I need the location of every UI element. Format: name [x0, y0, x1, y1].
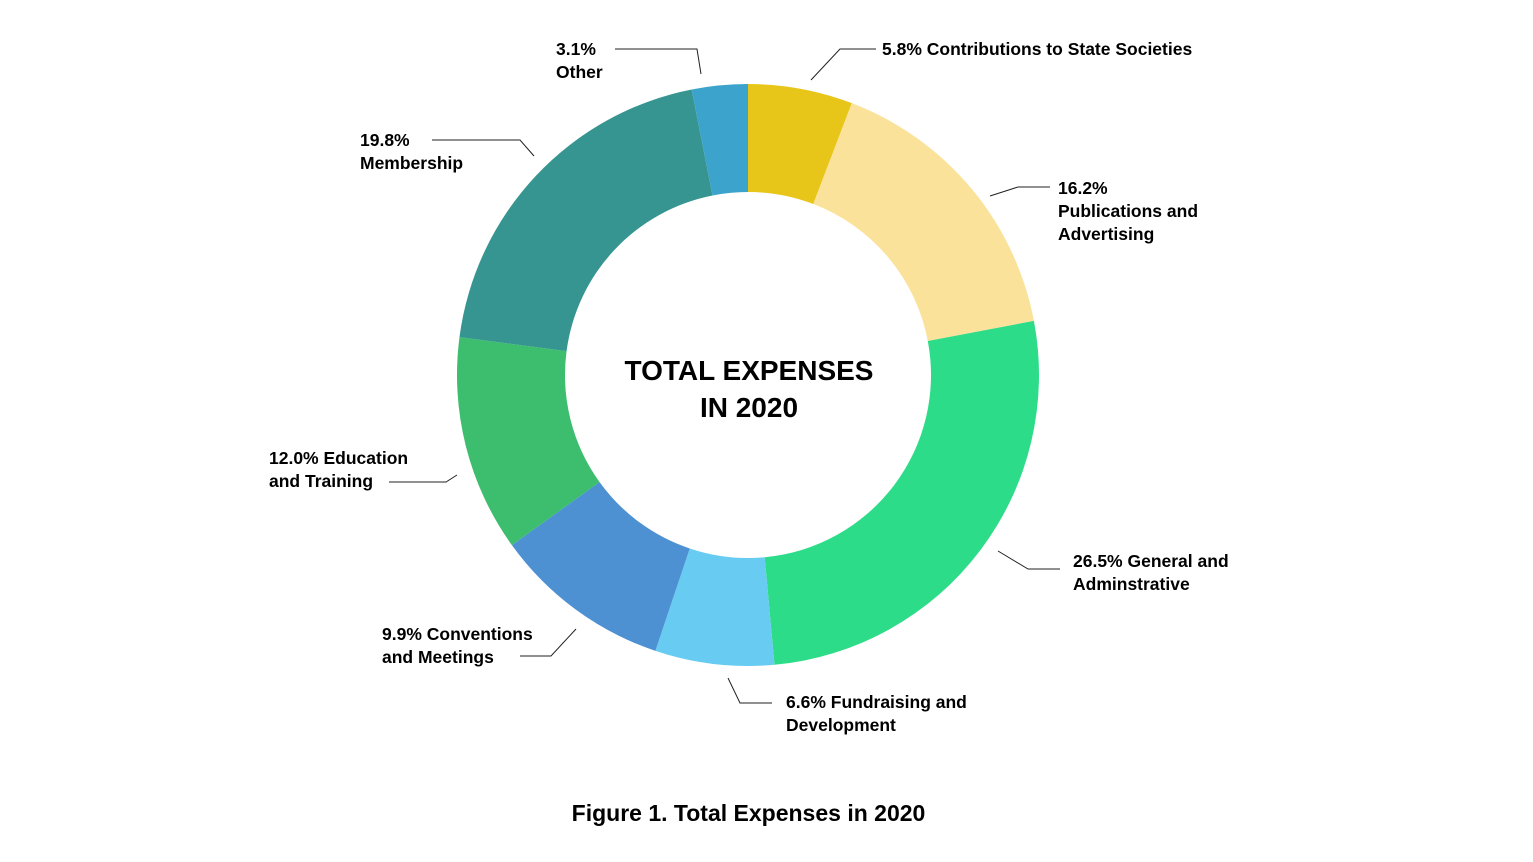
slice-label-line: 12.0% Education: [269, 448, 409, 468]
slice-label-conventions-and-meetings: 9.9% Conventions and Meetings: [382, 623, 533, 669]
leader-line-membership: [432, 139, 535, 157]
slice-label-line: 16.2%: [1058, 178, 1108, 198]
slice-label-other: 3.1% Other: [556, 38, 603, 84]
center-title-line-2: IN 2020: [699, 392, 799, 423]
slice-contributions-to-state-societies: [748, 84, 852, 205]
slice-label-line: and Training: [269, 471, 374, 491]
slice-label-education-and-training: 12.0% Education and Training: [269, 447, 408, 493]
leader-line-education-and-training: [389, 474, 458, 483]
slice-label-contributions-to-state-societies: 5.8% Contributions to State Societies: [882, 38, 1192, 61]
slice-other: [691, 84, 748, 196]
leader-line-conventions-and-meetings: [520, 628, 577, 657]
slice-label-line: Development: [786, 715, 896, 735]
slice-label-line: 26.5% General and: [1073, 551, 1229, 571]
slice-label-line: Other: [556, 62, 603, 82]
slice-label-line: 5.8% Contributions to State Societies: [882, 39, 1193, 59]
leader-line-contributions-to-state-societies: [810, 48, 876, 81]
slice-publications-and-advertising: [813, 103, 1034, 341]
slice-membership: [459, 89, 713, 352]
slice-label-line: 9.9% Conventions: [382, 624, 533, 644]
leader-line-fundraising-and-development: [727, 677, 772, 704]
leader-line-general-and-adminstrative: [997, 550, 1060, 570]
center-title-line-1: TOTAL EXPENSES: [624, 355, 874, 386]
leader-line-other: [615, 48, 702, 75]
slice-label-membership: 19.8% Membership: [360, 129, 463, 175]
slice-conventions-and-meetings: [511, 481, 690, 651]
slice-label-fundraising-and-development: 6.6% Fundraising and Development: [786, 691, 967, 737]
slice-label-general-and-adminstrative: 26.5% General and Adminstrative: [1073, 550, 1229, 596]
slice-label-line: Adminstrative: [1073, 574, 1190, 594]
slice-label-line: 19.8%: [360, 130, 410, 150]
slice-label-line: and Meetings: [382, 647, 494, 667]
slice-label-line: Membership: [360, 153, 464, 173]
slice-fundraising-and-development: [655, 548, 775, 666]
slice-general-and-adminstrative: [764, 320, 1039, 665]
slice-label-line: Publications and: [1058, 201, 1199, 221]
slice-education-and-training: [457, 337, 600, 546]
slice-label-line: 6.6% Fundraising and: [786, 692, 967, 712]
center-title: TOTAL EXPENSES IN 2020: [549, 352, 949, 426]
slice-label-line: Advertising: [1058, 224, 1155, 244]
figure-caption: Figure 1. Total Expenses in 2020: [571, 800, 926, 826]
slice-label-publications-and-advertising: 16.2% Publications and Advertising: [1058, 177, 1198, 246]
slice-label-line: 3.1%: [556, 39, 596, 59]
leader-line-publications-and-advertising: [989, 186, 1050, 197]
